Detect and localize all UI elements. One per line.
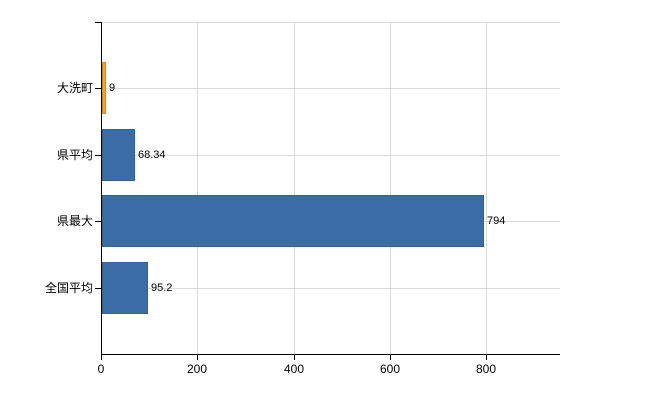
bar-value-label: 9: [109, 82, 116, 94]
bar-全国平均: [102, 262, 148, 314]
bar-value-label: 794: [487, 215, 506, 227]
plot-top-border gridline-horizontal: [101, 22, 560, 23]
x-axis-tick: [197, 355, 198, 360]
gridline-vertical: [390, 22, 391, 354]
y-axis-end-tick: [95, 22, 101, 23]
x-axis-tick-label: 0: [97, 362, 105, 376]
bar-value-label: 68.34: [138, 149, 166, 161]
x-axis-line axis: [101, 354, 560, 355]
gridline-vertical: [486, 22, 487, 354]
y-axis-category-label: 大洗町: [56, 81, 93, 95]
gridline-horizontal: [101, 88, 560, 89]
bar-value-label: 95.2: [151, 282, 173, 294]
y-axis-category-label: 県最大: [56, 214, 93, 228]
x-axis-tick-label: 600: [379, 362, 401, 376]
gridline-horizontal: [101, 155, 560, 156]
bar-県最大: [102, 195, 484, 247]
gridline-vertical: [197, 22, 198, 354]
x-axis-tick-label: 200: [186, 362, 208, 376]
x-axis-tick: [390, 355, 391, 360]
x-axis-tick-label: 400: [283, 362, 305, 376]
x-axis-tick: [101, 355, 102, 360]
y-axis-tick: [95, 288, 101, 289]
bar-県平均: [102, 129, 135, 181]
x-axis-tick: [294, 355, 295, 360]
y-axis-tick: [95, 88, 101, 89]
gridline-vertical: [294, 22, 295, 354]
y-axis-category-label: 全国平均: [44, 281, 93, 295]
y-axis-category-label: 県平均: [56, 148, 93, 162]
x-axis-tick-label: 800: [475, 362, 497, 376]
bar-大洗町: [102, 62, 106, 114]
gridline-horizontal: [101, 288, 560, 289]
x-axis-tick: [486, 355, 487, 360]
y-axis-tick: [95, 221, 101, 222]
y-axis-tick: [95, 155, 101, 156]
y-axis-line axis: [101, 22, 102, 355]
